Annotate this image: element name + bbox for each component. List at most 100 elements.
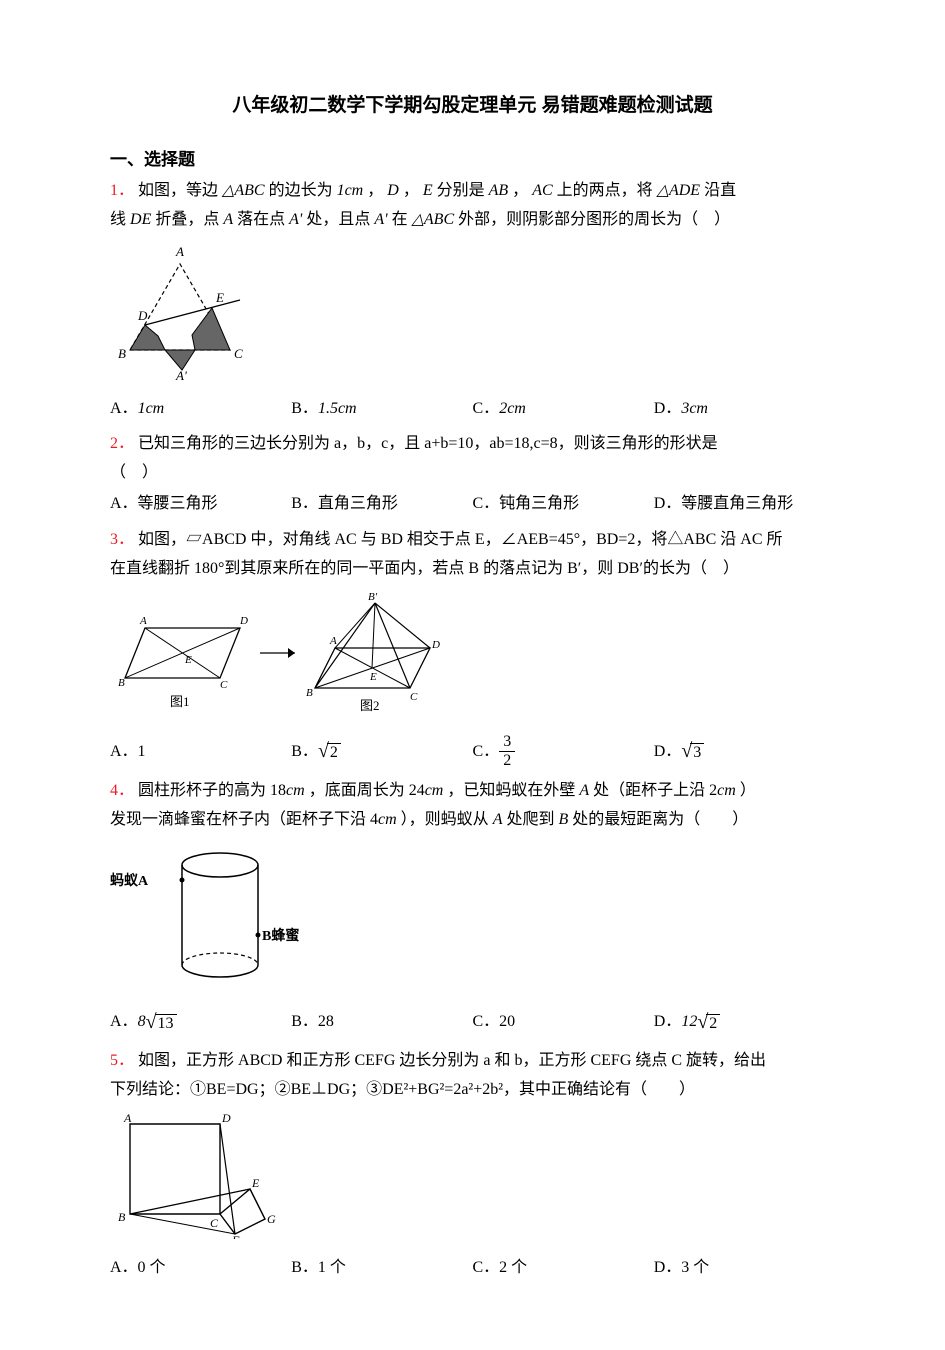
q3-l1: 如图，▱ABCD 中，对角线 AC 与 BD 相交于点 E，∠AEB=45°，B…	[138, 531, 782, 548]
q2-optC: C．钝角三角形	[473, 490, 654, 517]
q2-optD: D．等腰直角三角形	[654, 490, 835, 517]
q4-number: 4．	[110, 782, 134, 799]
svg-text:A: A	[175, 244, 184, 259]
q1-optC: C．2cm	[473, 395, 654, 422]
q4-text-line1: 4． 圆柱形杯子的高为 18cm ，底面周长为 24cm ，已知蚂蚁在外壁 A …	[110, 777, 835, 804]
q5-number: 5．	[110, 1052, 134, 1069]
q1-t14: 外部，则阴影部分图形的周长为（ ）	[458, 211, 730, 228]
q1-t1: 如图，等边	[138, 182, 218, 199]
q5-optC: C．2 个	[473, 1254, 654, 1281]
q4-optD: D． 12√2	[654, 1005, 835, 1039]
q1-t3: ，	[367, 182, 383, 199]
svg-text:图1: 图1	[170, 694, 190, 709]
q1-tri-abc: △ABC	[222, 182, 265, 199]
q4-l1c: ，已知蚂蚁在外壁	[447, 782, 579, 799]
svg-text:B: B	[118, 346, 126, 361]
q2-optA: A．等腰三角形	[110, 490, 291, 517]
q1-DE: DE	[130, 211, 151, 228]
q3-optA: A．1	[110, 733, 291, 769]
q1-E: E	[423, 182, 433, 199]
q1-t13: 在	[392, 211, 412, 228]
svg-text:A: A	[139, 615, 147, 627]
q5-l1: 如图，正方形 ABCD 和正方形 CEFG 边长分别为 a 和 b，正方形 CE…	[138, 1052, 766, 1069]
q1-t4: ，	[403, 182, 419, 199]
svg-text:D: D	[239, 615, 248, 627]
svg-text:B: B	[118, 677, 125, 689]
svg-text:C: C	[234, 346, 243, 361]
q1-t7: 上的两点，将	[557, 182, 657, 199]
q3-optB: B． √2	[291, 733, 472, 769]
q1-t2: 的边长为	[269, 182, 333, 199]
q1-optB: B．1.5cm	[291, 395, 472, 422]
q1-optA: A．1cm	[110, 395, 291, 422]
q1-t12: 处，且点	[306, 211, 374, 228]
q3-text-line1: 3． 如图，▱ABCD 中，对角线 AC 与 BD 相交于点 E，∠AEB=45…	[110, 526, 835, 553]
q1-options: A．1cm B．1.5cm C．2cm D．3cm	[110, 395, 835, 422]
q1-t9: 线	[110, 211, 130, 228]
svg-text:E: E	[215, 290, 224, 305]
svg-text:图2: 图2	[360, 698, 380, 713]
q2-text-line2: （ ）	[110, 459, 835, 486]
q5-optA: A．0 个	[110, 1254, 291, 1281]
q3-number: 3．	[110, 531, 134, 548]
q1-t11: 落在点	[237, 211, 289, 228]
q1-Ap2: A'	[374, 211, 387, 228]
q2-number: 2．	[110, 435, 134, 452]
q3-figure: A D B C E 图1 B' A D B C E 图2	[110, 588, 835, 727]
q1-tri-abc2: △ABC	[412, 211, 455, 228]
svg-text:B: B	[118, 1210, 126, 1224]
q5-figure: A D B C E G F	[110, 1109, 835, 1248]
q4-l2b: ），则蚂蚁从	[401, 811, 493, 828]
q4-optA: A． 8√13	[110, 1005, 291, 1039]
q2-options: A．等腰三角形 B．直角三角形 C．钝角三角形 D．等腰直角三角形	[110, 490, 835, 517]
q5-options: A．0 个 B．1 个 C．2 个 D．3 个	[110, 1254, 835, 1281]
page-title: 八年级初二数学下学期勾股定理单元 易错题难题检测试题	[110, 90, 835, 122]
q1-text-line2: 线 DE 折叠，点 A 落在点 A' 处，且点 A' 在 △ABC 外部，则阴影…	[110, 206, 835, 233]
q5-text-line2: 下列结论：①BE=DG；②BE⊥DG；③DE²+BG²=2a²+2b²，其中正确…	[110, 1076, 835, 1103]
q2-text-line1: 2． 已知三角形的三边长分别为 a，b，c，且 a+b=10，ab=18,c=8…	[110, 430, 835, 457]
svg-text:E: E	[369, 671, 377, 683]
q5-text-line1: 5． 如图，正方形 ABCD 和正方形 CEFG 边长分别为 a 和 b，正方形…	[110, 1047, 835, 1074]
svg-text:D: D	[137, 308, 148, 323]
q5-diagram-icon: A D B C E G F	[110, 1109, 280, 1239]
q1-optD: D．3cm	[654, 395, 835, 422]
q1-A: A	[223, 211, 233, 228]
section-heading: 一、选择题	[110, 146, 835, 175]
q3-diagram-icon: A D B C E 图1 B' A D B C E 图2	[110, 588, 480, 718]
q4-ant-label: 蚂蚁A	[110, 870, 148, 894]
svg-text:A': A'	[175, 368, 187, 380]
q1-number: 1．	[110, 182, 134, 199]
q1-t6: ，	[512, 182, 528, 199]
q3-text-line2: 在直线翻折 180°到其原来所在的同一平面内，若点 B 的落点记为 B′，则 D…	[110, 555, 835, 582]
q1-t5: 分别是	[437, 182, 489, 199]
svg-text:E: E	[184, 654, 192, 666]
q1-text-line1: 1． 如图，等边 △ABC 的边长为 1cm ， D ， E 分别是 AB ， …	[110, 177, 835, 204]
q4-l2d: 处的最短距离为（ ）	[572, 811, 748, 828]
q2-l1: 已知三角形的三边长分别为 a，b，c，且 a+b=10，ab=18,c=8，则该…	[138, 435, 718, 452]
svg-text:B: B	[306, 687, 313, 699]
q1-figure: A D E B C A'	[110, 240, 835, 389]
q1-AB: AB	[489, 182, 509, 199]
svg-text:F: F	[231, 1233, 240, 1239]
svg-text:B': B'	[368, 591, 378, 603]
q1-D: D	[387, 182, 399, 199]
svg-text:D: D	[221, 1111, 231, 1125]
q4-optC: C．20	[473, 1005, 654, 1039]
q1-AC: AC	[532, 182, 552, 199]
q4-l1b: ，底面周长为 24	[309, 782, 425, 799]
q4-optB: B．28	[291, 1005, 472, 1039]
q4-honey-label: B蜂蜜	[262, 925, 299, 949]
q4-options: A． 8√13 B．28 C．20 D． 12√2	[110, 1005, 835, 1039]
q3-optC: C． 32	[473, 733, 654, 769]
svg-text:C: C	[210, 1216, 219, 1230]
q1-Ap: A'	[289, 211, 302, 228]
q4-figure: 蚂蚁A B蜂蜜	[110, 840, 835, 999]
svg-text:D: D	[431, 639, 440, 651]
q1-t8: 沿直	[704, 182, 736, 199]
svg-text:C: C	[410, 691, 418, 703]
q3-options: A．1 B． √2 C． 32 D． √3	[110, 733, 835, 769]
q1-t10: 折叠，点	[155, 211, 223, 228]
q1-diagram-icon: A D E B C A'	[110, 240, 280, 380]
q4-l2a: 发现一滴蜂蜜在杯子内（距杯子下沿 4	[110, 811, 378, 828]
svg-text:A: A	[329, 635, 337, 647]
